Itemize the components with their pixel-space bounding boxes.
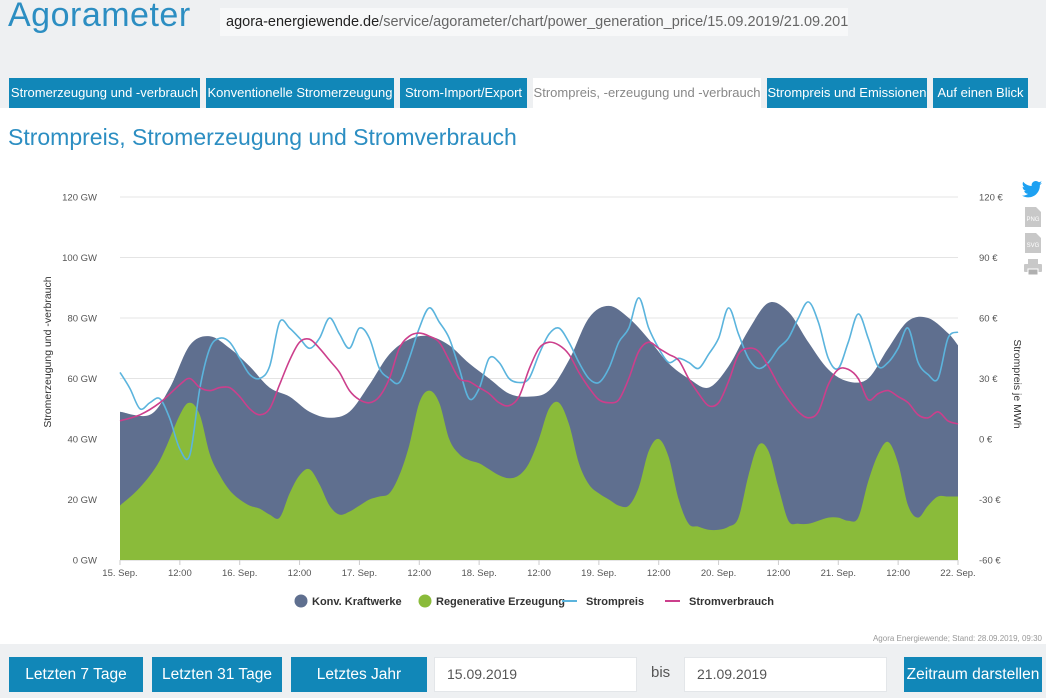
x-tick-label: 22. Sep. — [940, 568, 975, 579]
legend-regen-label: Regenerative Erzeugung — [436, 596, 565, 608]
last-31-days-button[interactable]: Letzten 31 Tage — [152, 657, 282, 692]
last-year-button[interactable]: Letztes Jahr — [291, 657, 427, 692]
y-tick-right-label: 60 € — [979, 314, 998, 325]
x-tick-label: 12:00 — [767, 568, 791, 579]
bis-label: bis — [651, 664, 671, 681]
chart-areas — [120, 302, 958, 560]
legend-regen-symbol — [418, 594, 432, 608]
x-tick-label: 12:00 — [647, 568, 671, 579]
png-download-icon[interactable]: PNG — [1024, 206, 1042, 233]
twitter-icon[interactable] — [1021, 180, 1043, 205]
x-tick-label: 19. Sep. — [581, 568, 616, 579]
from-date-input[interactable]: 15.09.2019 — [434, 657, 637, 692]
tab-strompreis-emissionen[interactable]: Strompreis und Emissionen — [767, 78, 927, 108]
y-tick-right-label: 90 € — [979, 253, 998, 264]
x-tick-label: 12:00 — [168, 568, 192, 579]
y-tick-left-label: 0 GW — [73, 556, 97, 567]
y-tick-left-label: 20 GW — [67, 495, 97, 506]
tab-auf-einen-blick[interactable]: Auf einen Blick — [933, 78, 1028, 108]
y-tick-right-label: 120 € — [979, 193, 1003, 204]
line-stromverbrauch — [119, 332, 959, 425]
last-7-days-button[interactable]: Letzten 7 Tage — [9, 657, 143, 692]
x-tick-label: 17. Sep. — [342, 568, 377, 579]
legend-konv-label: Konv. Kraftwerke — [312, 596, 402, 608]
x-tick-label: 20. Sep. — [701, 568, 736, 579]
x-tick-label: 15. Sep. — [102, 568, 137, 579]
line-strompreis — [119, 296, 959, 461]
x-tick-label: 12:00 — [288, 568, 312, 579]
y-tick-left-label: 60 GW — [67, 374, 97, 385]
y-tick-right-label: -60 € — [979, 556, 1001, 567]
chart-credit: Agora Energiewende; Stand: 28.09.2019, 0… — [872, 634, 1042, 643]
y-tick-left-label: 80 GW — [67, 314, 97, 325]
legend-strompreis-label: Strompreis — [586, 596, 644, 608]
tab-konventionelle-stromerzeugung[interactable]: Konventionelle Stromerzeugung — [206, 78, 394, 108]
x-tick-label: 16. Sep. — [222, 568, 257, 579]
png-label: PNG — [1026, 217, 1039, 223]
x-tick-label: 12:00 — [886, 568, 910, 579]
chart-legend: Konv. Kraftwerke Regenerative Erzeugung St… — [294, 594, 774, 608]
chart-panel: Strompreis, Stromerzeugung und Stromverb… — [0, 108, 1046, 644]
y-axis-left-title: Stromerzeugung und -verbrauch — [42, 276, 54, 427]
tab-stromerzeugung-verbrauch[interactable]: Stromerzeugung und -verbrauch — [9, 78, 200, 108]
y-axis-left-ticks: 0 GW 20 GW 40 GW 60 GW 80 GW 100 GW 120 GW — [62, 193, 97, 567]
svg-label: SVG — [1027, 243, 1040, 249]
to-date-input[interactable]: 21.09.2019 — [684, 657, 887, 692]
legend-stromverbrauch-label: Stromverbrauch — [689, 596, 774, 608]
legend-konv-symbol — [294, 594, 308, 608]
y-tick-right-label: 0 € — [979, 435, 993, 446]
tab-strom-import-export[interactable]: Strom-Import/Export — [400, 78, 527, 108]
app-title: Agorameter — [8, 0, 191, 34]
url-path: /service/agorameter/chart/power_generati… — [379, 14, 848, 30]
x-tick-label: 18. Sep. — [461, 568, 496, 579]
chart-lines — [119, 296, 959, 461]
x-tick-label: 12:00 — [527, 568, 551, 579]
x-tick-label: 12:00 — [407, 568, 431, 579]
y-axis-right-title: Strompreis je MWh — [1011, 339, 1023, 428]
print-icon[interactable] — [1023, 258, 1043, 281]
svg-download-icon[interactable]: SVG — [1024, 232, 1042, 259]
url-host: agora-energiewende.de — [226, 14, 380, 30]
y-tick-left-label: 40 GW — [67, 435, 97, 446]
y-tick-right-label: -30 € — [979, 495, 1001, 506]
tab-bar: Stromerzeugung und -verbrauch Konvention… — [0, 78, 1046, 108]
area-regenerative-erzeugung — [120, 390, 958, 560]
power-price-chart: 15. Sep. 12:00 16. Sep. 12:00 17. Sep. 12:00 1… — [42, 193, 1023, 609]
y-tick-right-label: 30 € — [979, 374, 998, 385]
show-period-button[interactable]: Zeitraum darstellen — [904, 657, 1042, 692]
url-bar[interactable]: agora-energiewende.de/service/agorameter… — [220, 8, 848, 36]
y-axis-right-ticks: -60 € -30 € 0 € 30 € 60 € 90 € 120 € — [979, 193, 1003, 567]
x-axis-ticks: 15. Sep. 12:00 16. Sep. 12:00 17. Sep. 12:00 1… — [102, 560, 976, 579]
y-tick-left-label: 120 GW — [62, 193, 97, 204]
x-tick-label: 21. Sep. — [821, 568, 856, 579]
y-tick-left-label: 100 GW — [62, 253, 97, 264]
tab-strompreis-erzeugung-verbrauch[interactable]: Strompreis, -erzeugung und -verbrauch — [533, 78, 761, 108]
section-title: Strompreis, Stromerzeugung und Stromverb… — [8, 124, 517, 150]
